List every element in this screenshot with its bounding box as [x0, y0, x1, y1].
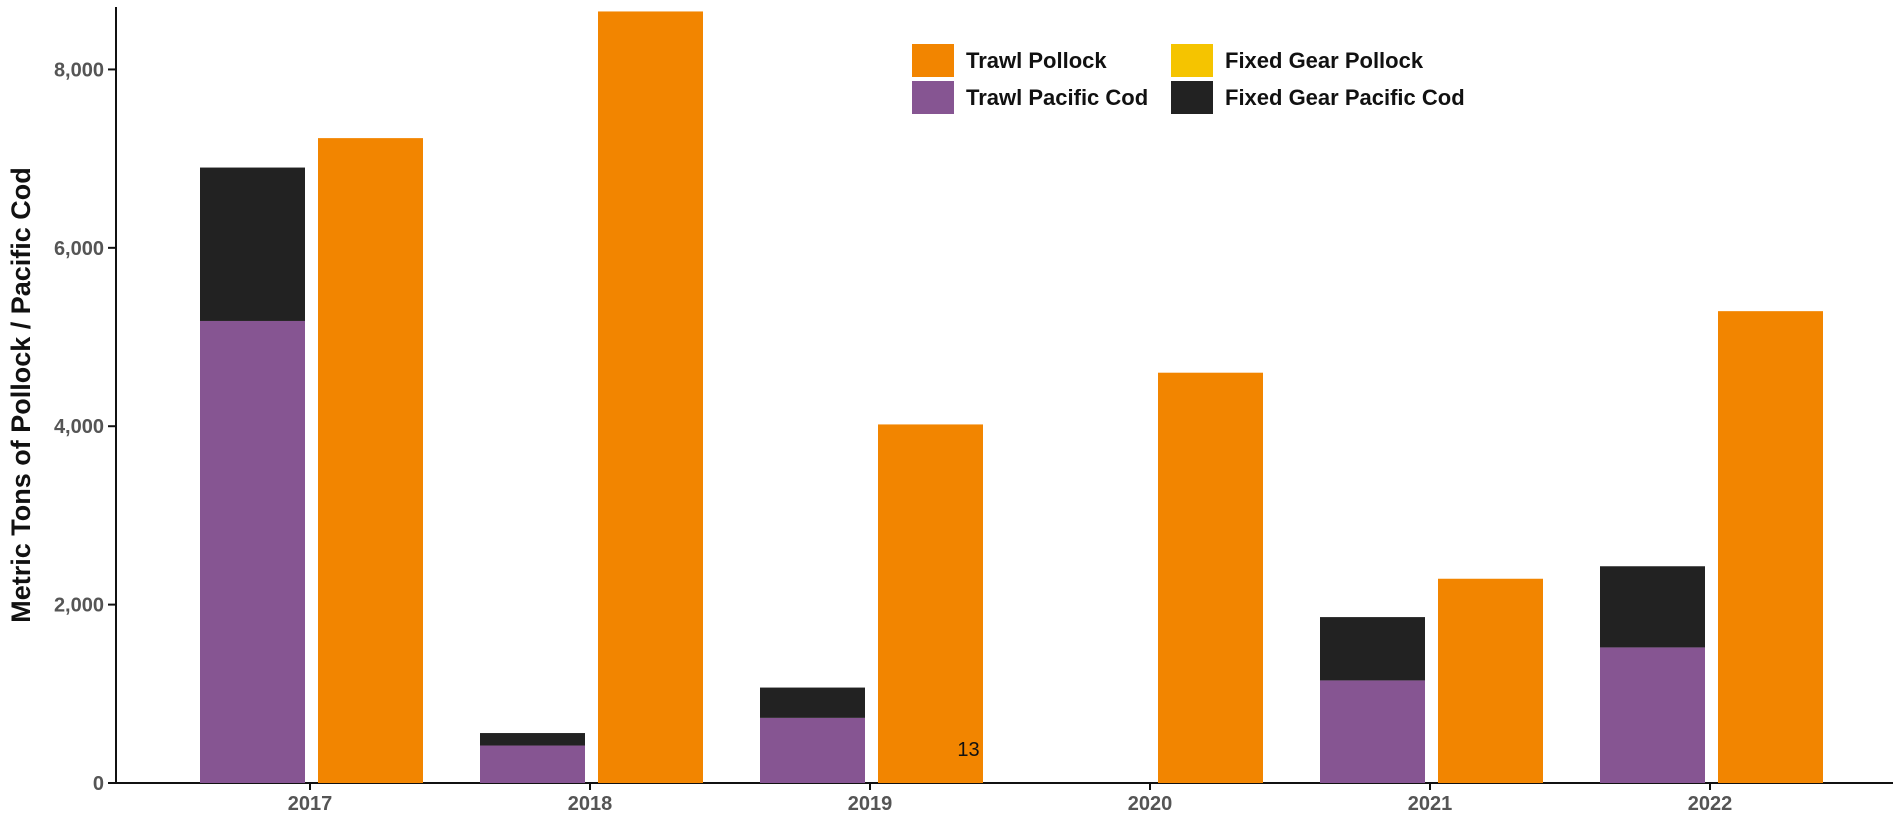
- bar-trawl-pollock-2018: [598, 11, 703, 783]
- bar-fixed-gear-pacific-cod-2018: [480, 733, 585, 746]
- x-tick-label: 2021: [1408, 793, 1453, 811]
- bar-trawl-pacific-cod-2018: [480, 745, 585, 783]
- bar-trawl-pacific-cod-2022: [1600, 647, 1705, 783]
- y-axis-title: Metric Tons of Pollock / Pacific Cod: [6, 167, 36, 623]
- bar-trawl-pollock-2017: [318, 138, 423, 783]
- legend-label: Fixed Gear Pacific Cod: [1225, 85, 1465, 110]
- y-tick-label: 6,000: [54, 238, 104, 260]
- bar-trawl-pollock-2019: [878, 424, 983, 783]
- legend: Trawl Pollock Fixed Gear Pollock Trawl Pac…: [912, 44, 1465, 114]
- y-tick-label: 2,000: [54, 595, 104, 617]
- axes-layer: 0 2,000 4,000 6,000 8,000 Metric Tons of Poll…: [6, 7, 1893, 815]
- x-tick-label: 2022: [1688, 793, 1733, 811]
- labels-layer: 13: [957, 739, 979, 761]
- data-label: 13: [957, 739, 979, 761]
- bar-fixed-gear-pacific-cod-2019: [760, 687, 865, 718]
- legend-label: Trawl Pollock: [966, 48, 1107, 73]
- legend-swatch: [912, 81, 954, 114]
- bar-fixed-gear-pacific-cod-2022: [1600, 566, 1705, 648]
- x-tick-label: 2019: [848, 793, 893, 811]
- x-tick-label: 2020: [1128, 793, 1173, 811]
- x-tick-label: 2018: [568, 793, 613, 811]
- bar-trawl-pollock-2022: [1718, 311, 1823, 783]
- bar-fixed-gear-pacific-cod-2017: [200, 167, 305, 321]
- legend-label: Trawl Pacific Cod: [966, 85, 1148, 110]
- y-tick-label: 8,000: [54, 59, 104, 81]
- y-tick-label: 4,000: [54, 416, 104, 438]
- bars-layer: [200, 11, 1823, 783]
- bar-trawl-pacific-cod-2021: [1320, 680, 1425, 783]
- bar-trawl-pacific-cod-2019: [760, 717, 865, 783]
- legend-label: Fixed Gear Pollock: [1225, 48, 1424, 73]
- bar-fixed-gear-pacific-cod-2021: [1320, 617, 1425, 681]
- legend-swatch: [1171, 81, 1213, 114]
- bar-trawl-pollock-2020: [1158, 372, 1263, 783]
- bar-trawl-pacific-cod-2017: [200, 320, 305, 783]
- y-tick-label: 0: [93, 773, 104, 795]
- bar-trawl-pollock-2021: [1438, 578, 1543, 783]
- legend-swatch: [912, 44, 954, 77]
- legend-swatch: [1171, 44, 1213, 77]
- x-tick-label: 2017: [288, 793, 333, 811]
